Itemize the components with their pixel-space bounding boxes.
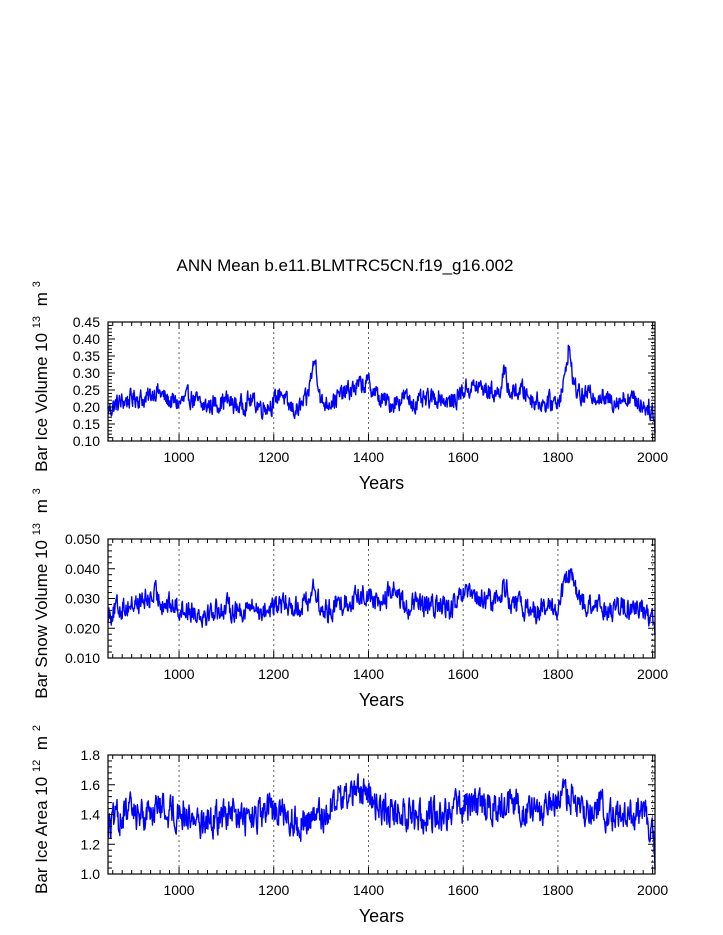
y-tick-label-4: 0.30: [73, 365, 100, 381]
y-tick-labels: 0.100.150.200.250.300.350.400.45: [73, 314, 100, 449]
y-tick-label-3: 0.25: [73, 382, 100, 398]
gridlines: [178, 322, 654, 441]
y-tick-label-0: 0.10: [73, 433, 100, 449]
y-label-unit: m: [32, 292, 51, 306]
x-axis-label: Years: [359, 473, 404, 493]
series-line-snow-volume: [107, 568, 656, 636]
x-tick-label-1400: 1400: [353, 882, 384, 898]
series-line-ice-area: [107, 773, 656, 870]
y-label-unit: m: [32, 736, 51, 750]
x-tick-label-1600: 1600: [448, 882, 479, 898]
x-tick-label-2000: 2000: [637, 449, 668, 465]
y-tick-label-5: 0.35: [73, 348, 100, 364]
x-tick-label-1000: 1000: [163, 449, 194, 465]
y-tick-label-4: 1.8: [81, 747, 101, 763]
x-tick-label-1600: 1600: [448, 666, 479, 682]
y-label-unit-exponent: 2: [31, 725, 43, 731]
y-tick-label-1: 1.2: [81, 836, 101, 852]
y-tick-label-6: 0.40: [73, 331, 100, 347]
y-tick-label-0: 0.010: [65, 650, 100, 666]
x-tick-label-1000: 1000: [163, 666, 194, 682]
ticks: [108, 754, 655, 875]
y-tick-labels: 1.0 1.2 1.4 1.6 1.8: [81, 747, 101, 882]
y-tick-label-0: 1.0: [81, 866, 101, 882]
ticks: [108, 321, 655, 442]
plot-frame: [107, 538, 656, 659]
x-tick-label-1800: 1800: [542, 449, 573, 465]
panel-ice-area: 1000 1200 1400 1600 1800 2000 1.0 1.2 1.4 1.6 1.8…: [25, 725, 668, 926]
y-tick-label-2: 0.030: [65, 591, 100, 607]
x-tick-label-2000: 2000: [637, 666, 668, 682]
x-tick-label-1200: 1200: [258, 882, 289, 898]
y-tick-label-7: 0.45: [73, 314, 100, 330]
x-tick-label-1800: 1800: [542, 882, 573, 898]
x-tick-label-1000: 1000: [163, 882, 194, 898]
x-tick-labels: 1000 1200 1400 1600 1800 2000: [163, 666, 668, 682]
x-tick-label-1800: 1800: [542, 666, 573, 682]
series-line-ice-volume: [107, 344, 656, 434]
ticks: [108, 538, 655, 659]
y-tick-label-1: 0.15: [73, 416, 100, 432]
x-tick-label-1400: 1400: [353, 666, 384, 682]
y-label-exponent: 13: [31, 523, 43, 535]
y-tick-label-4: 0.050: [65, 531, 100, 547]
y-label-main: Bar Ice Area 10: [32, 777, 51, 894]
y-tick-label-2: 0.20: [73, 399, 100, 415]
x-tick-label-1200: 1200: [258, 449, 289, 465]
figure-title: ANN Mean b.e11.BLMTRC5CN.f19_g16.002: [176, 256, 513, 275]
y-label-main: Bar Ice Volume 10: [32, 333, 51, 472]
y-tick-label-3: 1.6: [81, 777, 101, 793]
y-tick-labels: 0.010 0.020 0.030 0.040 0.050: [65, 531, 100, 666]
y-tick-label-3: 0.040: [65, 561, 100, 577]
x-tick-labels: 1000 1200 1400 1600 1800 2000: [163, 882, 668, 898]
panel-ice-volume: 1000 1200 1400 1600 1800 2000 0.100.150.200.2…: [25, 281, 668, 493]
y-tick-label-1: 0.020: [65, 620, 100, 636]
y-label-exponent: 13: [31, 316, 43, 328]
x-tick-label-1600: 1600: [448, 449, 479, 465]
y-label-unit: m: [32, 499, 51, 513]
x-tick-label-1200: 1200: [258, 666, 289, 682]
y-axis-label: Bar Ice Volume 10 13 m 3: [25, 281, 51, 472]
y-label-exponent: 12: [31, 760, 43, 772]
y-label-unit-exponent: 3: [31, 488, 43, 494]
plot-frame: [107, 321, 656, 442]
x-axis-label: Years: [359, 906, 404, 926]
y-axis-label: Bar Snow Volume 10 13 m 3: [25, 488, 51, 699]
x-tick-labels: 1000 1200 1400 1600 1800 2000: [163, 449, 668, 465]
y-tick-label-2: 1.4: [81, 807, 101, 823]
x-axis-label: Years: [359, 690, 404, 710]
y-label-main: Bar Snow Volume 10: [32, 540, 51, 699]
y-axis-label: Bar Ice Area 10 12 m 2: [25, 725, 51, 894]
x-tick-label-1400: 1400: [353, 449, 384, 465]
y-label-unit-exponent: 3: [31, 281, 43, 287]
panel-snow-volume: 1000 1200 1400 1600 1800 2000 0.010 0.020 0.030…: [25, 488, 668, 710]
x-tick-label-2000: 2000: [637, 882, 668, 898]
